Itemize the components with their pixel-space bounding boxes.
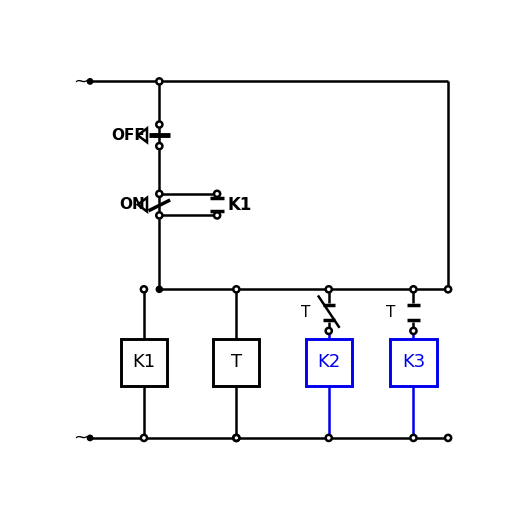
Circle shape <box>233 435 239 441</box>
Circle shape <box>411 286 416 292</box>
Circle shape <box>233 435 239 441</box>
Circle shape <box>87 79 93 84</box>
Circle shape <box>411 435 416 441</box>
Circle shape <box>233 286 239 292</box>
Text: ON: ON <box>120 197 145 212</box>
Circle shape <box>326 286 332 292</box>
Text: OFF: OFF <box>112 128 145 143</box>
Circle shape <box>141 435 147 441</box>
Text: ~: ~ <box>74 429 88 447</box>
Text: T: T <box>231 353 242 371</box>
Circle shape <box>214 212 220 219</box>
Circle shape <box>156 212 162 219</box>
Circle shape <box>445 286 451 292</box>
Text: K3: K3 <box>402 353 425 371</box>
Bar <box>306 339 352 385</box>
Text: K1: K1 <box>228 196 252 213</box>
Bar <box>391 339 437 385</box>
Bar <box>213 339 259 385</box>
Text: ~: ~ <box>74 73 88 91</box>
Circle shape <box>411 328 416 334</box>
Circle shape <box>156 286 162 292</box>
Circle shape <box>156 121 162 127</box>
Circle shape <box>156 191 162 197</box>
Text: K2: K2 <box>317 353 340 371</box>
Circle shape <box>156 78 162 84</box>
Bar <box>121 339 167 385</box>
Text: K1: K1 <box>132 353 155 371</box>
Circle shape <box>87 435 93 441</box>
Circle shape <box>326 328 332 334</box>
Circle shape <box>214 191 220 197</box>
Circle shape <box>156 143 162 149</box>
Text: T: T <box>386 305 395 320</box>
Text: T: T <box>301 305 310 320</box>
Circle shape <box>141 286 147 292</box>
Circle shape <box>445 435 451 441</box>
Circle shape <box>326 435 332 441</box>
